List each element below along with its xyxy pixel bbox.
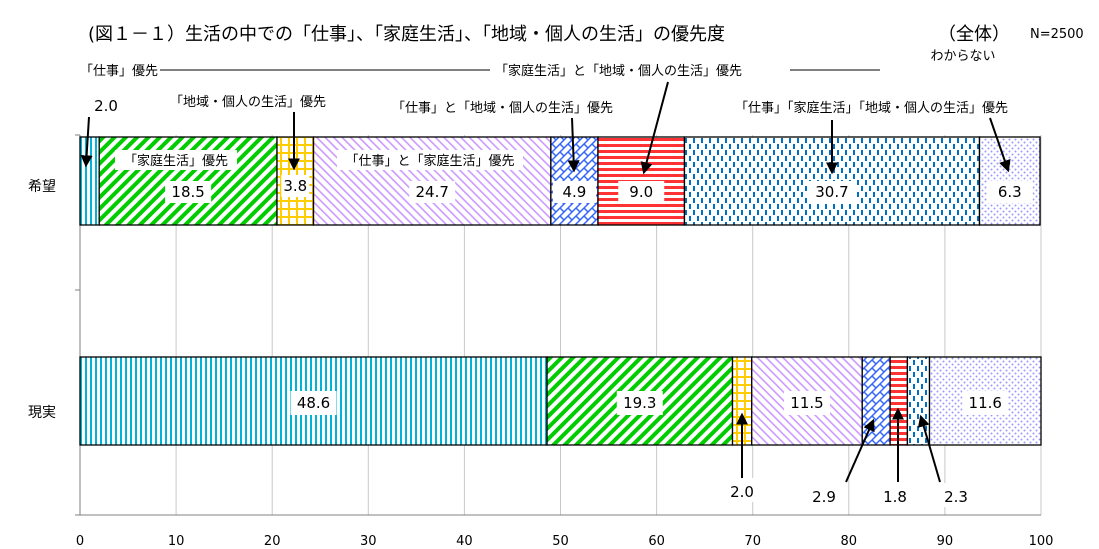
value-label: 48.6 xyxy=(297,394,330,412)
value-label-bg xyxy=(290,391,337,415)
value-label: 2.3 xyxy=(944,488,968,506)
series-label: 「仕事」と「家庭生活」優先 xyxy=(345,153,514,169)
x-tick-label: 0 xyxy=(76,534,84,549)
value-label-bg xyxy=(783,391,830,415)
value-label-bg xyxy=(934,483,978,507)
callout-arrow xyxy=(567,117,580,173)
callout-arrow xyxy=(845,418,875,483)
x-tick-label: 100 xyxy=(1029,534,1054,549)
value-label-bg xyxy=(409,181,456,203)
callout-arrow xyxy=(80,116,93,168)
value-label: 2.0 xyxy=(730,483,754,501)
value-label: 3.8 xyxy=(283,177,307,195)
x-tick-label: 80 xyxy=(841,534,858,549)
category-label: 希望 xyxy=(28,179,56,195)
x-tick-label: 20 xyxy=(264,534,281,549)
x-tick-label: 60 xyxy=(648,534,665,549)
value-label-bg xyxy=(873,483,917,507)
x-tick-label: 40 xyxy=(456,534,473,549)
bar-segment xyxy=(79,136,100,226)
x-tick-label: 90 xyxy=(937,534,954,549)
value-label: 30.7 xyxy=(815,183,848,201)
x-tick-label: 70 xyxy=(744,534,761,549)
value-label-bg xyxy=(808,181,855,203)
value-label: 18.5 xyxy=(171,183,204,201)
value-label: 11.6 xyxy=(969,394,1002,412)
callout-arrow xyxy=(640,81,669,175)
x-tick-label: 30 xyxy=(360,534,377,549)
value-label: 19.3 xyxy=(623,394,656,412)
category-label: 現実 xyxy=(28,405,56,421)
value-label-bg xyxy=(616,391,663,415)
value-label: 11.5 xyxy=(790,394,823,412)
series-label: 「仕事」優先 xyxy=(80,64,158,79)
callout-arrow xyxy=(989,117,1011,173)
legend-labels: 「仕事」優先「家庭生活」優先 「地域・個人の生活」優先「仕事」と「家庭生活」優先 「… xyxy=(80,49,1008,170)
value-label: 9.0 xyxy=(629,183,653,201)
callout-arrows xyxy=(80,81,1011,483)
value-label: 2.9 xyxy=(812,488,836,506)
x-tick-label: 10 xyxy=(168,534,185,549)
value-label-bg xyxy=(962,391,1009,415)
value-label-bg xyxy=(281,175,310,197)
series-label: 「家庭生活」と「地域・個人の生活」優先 xyxy=(495,63,742,79)
series-label: 「家庭生活」優先 xyxy=(124,153,228,169)
value-label-bg xyxy=(720,478,764,502)
value-label-bg xyxy=(802,483,846,507)
series-label: 「仕事」と「地域・個人の生活」優先 xyxy=(392,101,613,116)
series-label: 「仕事」「家庭生活」「地域・個人の生活」優先 xyxy=(735,100,1008,116)
scope-label: （全体） xyxy=(938,24,1010,45)
value-label-bg xyxy=(552,181,596,203)
series-label: 「地域・個人の生活」優先 xyxy=(170,95,326,110)
value-label: 4.9 xyxy=(563,183,587,201)
bar-segment xyxy=(861,356,891,446)
value-label-bg xyxy=(986,181,1033,203)
chart-title: (図１－１）生活の中での「仕事」、「家庭生活」、「地域・個人の生活」の優先度 xyxy=(88,24,725,45)
value-label: 1.8 xyxy=(883,488,907,506)
value-label-bg xyxy=(165,181,212,203)
value-label: 24.7 xyxy=(416,183,449,201)
value-label-bg xyxy=(618,181,665,203)
x-tick-label: 50 xyxy=(552,534,569,549)
series-label: わからない xyxy=(930,49,995,64)
n-label: N=2500 xyxy=(1030,27,1084,42)
value-label: 2.0 xyxy=(94,97,118,115)
series-label-bg xyxy=(115,150,237,170)
callout-arrow xyxy=(917,414,941,483)
value-labels: 2.0 18.5 3.8 24.7 4.9 9.0 30.7 6.3 48.6 19.3 2.0 11… xyxy=(94,97,1033,507)
series-label-bg xyxy=(337,150,523,170)
value-label: 6.3 xyxy=(998,183,1022,201)
